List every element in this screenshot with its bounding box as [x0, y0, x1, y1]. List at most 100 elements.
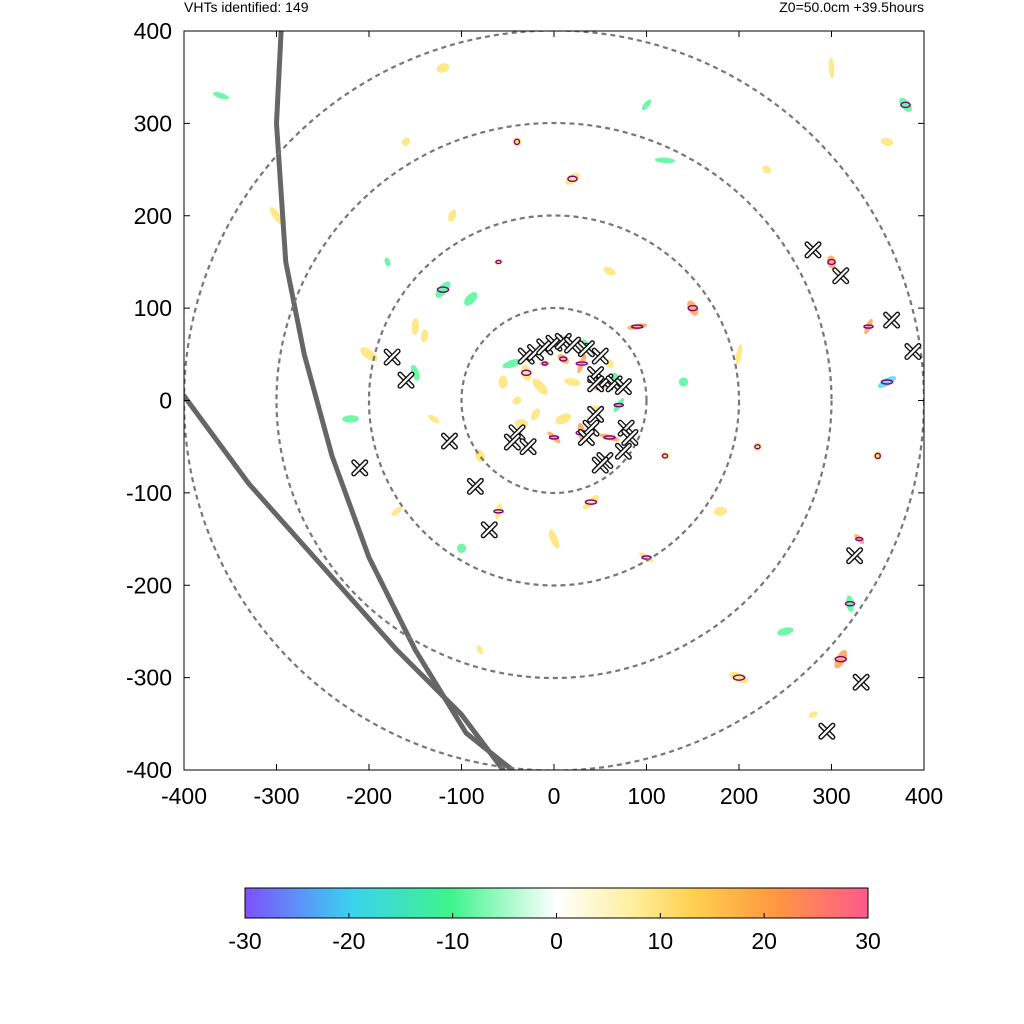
- field-cell: [613, 398, 625, 413]
- vht-marker: [883, 311, 901, 329]
- y-tick-label: 0: [159, 388, 172, 414]
- colorbar-tick-label: -20: [332, 928, 365, 954]
- field-cell: [577, 353, 587, 374]
- field-cell: [495, 503, 502, 520]
- vht-marker: [852, 673, 870, 691]
- vht-marker: [614, 442, 632, 460]
- field-cell: [687, 300, 699, 316]
- field-cell: [448, 209, 457, 222]
- range-ring: [460, 306, 648, 495]
- x-tick-label: 100: [627, 783, 665, 809]
- field-cell: [521, 364, 532, 381]
- field-cell: [532, 378, 548, 395]
- field-cell: [557, 354, 569, 364]
- plot-area: [183, 30, 925, 771]
- field-cell: [834, 649, 848, 669]
- vorticity-contour: [880, 379, 894, 385]
- field-cell: [512, 137, 522, 147]
- vorticity-contour: [548, 435, 560, 440]
- vht-marker: [466, 477, 484, 495]
- coastline-group: [184, 31, 515, 770]
- vorticity-contour: [687, 304, 699, 312]
- field-cell: [735, 344, 743, 365]
- vht-marker: [351, 459, 369, 477]
- vorticity-contour: [495, 259, 502, 265]
- vorticity-contour: [567, 175, 578, 183]
- x-tick-label: -200: [346, 783, 392, 809]
- range-ring-group: [184, 31, 924, 770]
- y-tick-label: 400: [134, 18, 172, 44]
- vorticity-contour: [827, 258, 836, 266]
- vorticity-contour: [541, 361, 548, 366]
- field-cell: [564, 378, 581, 386]
- field-cell: [548, 529, 560, 549]
- field-cell: [384, 257, 391, 267]
- field-cell: [899, 97, 912, 112]
- field-cell: [476, 645, 484, 655]
- vorticity-contour: [661, 453, 669, 459]
- field-cell: [603, 266, 616, 276]
- vorticity-contour: [520, 369, 532, 377]
- colorbar-tick-label: 20: [751, 928, 777, 954]
- x-tick-label: 0: [548, 783, 561, 809]
- field-cell: [846, 595, 854, 612]
- vorticity-contour: [900, 101, 911, 109]
- vorticity-contour: [844, 600, 856, 607]
- vht-marker: [591, 456, 609, 474]
- colorbar-ticks: -30 -20 -10 0 10 20 30: [228, 913, 881, 954]
- y-tick-label: 200: [134, 203, 172, 229]
- vorticity-contour: [863, 324, 874, 329]
- vorticity-contour: [584, 499, 598, 505]
- field-cell: [828, 57, 835, 79]
- field-cell: [627, 323, 648, 330]
- y-tick-label: -200: [126, 572, 172, 598]
- vorticity-contour: [754, 443, 761, 450]
- vorticity-contour: [613, 402, 625, 408]
- field-cell: [555, 391, 562, 401]
- vht-count-label: VHTs identified: 149: [184, 0, 309, 15]
- vht-marker: [832, 267, 850, 285]
- x-tick-label: 400: [905, 783, 943, 809]
- vorticity-contour: [641, 555, 652, 560]
- y-tick-label: 100: [134, 295, 172, 321]
- field-cell: [547, 431, 561, 444]
- vht-marker: [591, 347, 609, 365]
- y-tick-label: -300: [126, 665, 172, 691]
- colorbar-tick-label: 10: [648, 928, 674, 954]
- y-tick-label: -400: [126, 757, 172, 783]
- vht-marker: [904, 343, 922, 361]
- vorticity-contour: [436, 286, 450, 293]
- field-cell: [729, 671, 749, 684]
- x-tick-label: -400: [161, 783, 207, 809]
- field-cell: [428, 414, 440, 424]
- colorbar-tick-label: -30: [228, 928, 261, 954]
- field-cell: [411, 318, 419, 335]
- vht-marker: [587, 405, 605, 423]
- field-cell: [762, 165, 772, 174]
- field-cell: [555, 413, 572, 425]
- field-cell: [599, 433, 620, 442]
- vht-marker: [621, 428, 639, 446]
- x-tick-label: -100: [438, 783, 484, 809]
- vht-marker: [582, 419, 600, 437]
- vht-marker: [564, 336, 581, 354]
- field-cell: [641, 99, 652, 111]
- vht-marker: [383, 348, 401, 366]
- colorbar: -30 -20 -10 0 10 20 30: [228, 887, 881, 954]
- field-cell: [512, 396, 522, 405]
- x-tick-label: -300: [253, 783, 299, 809]
- vht-marker: [577, 428, 595, 446]
- y-tick-label: 300: [134, 110, 172, 136]
- field-cell: [530, 408, 541, 421]
- field-cell: [808, 711, 818, 718]
- vht-marker: [503, 433, 521, 451]
- y-tick-label: -100: [126, 480, 172, 506]
- colorbar-tick-label: 0: [550, 928, 563, 954]
- vht-marker: [577, 340, 595, 358]
- field-cell: [582, 494, 600, 510]
- colorbar-tick-label: 30: [855, 928, 881, 954]
- vht-marker: [614, 378, 632, 396]
- field-cell: [777, 627, 794, 636]
- vht-marker: [818, 722, 836, 740]
